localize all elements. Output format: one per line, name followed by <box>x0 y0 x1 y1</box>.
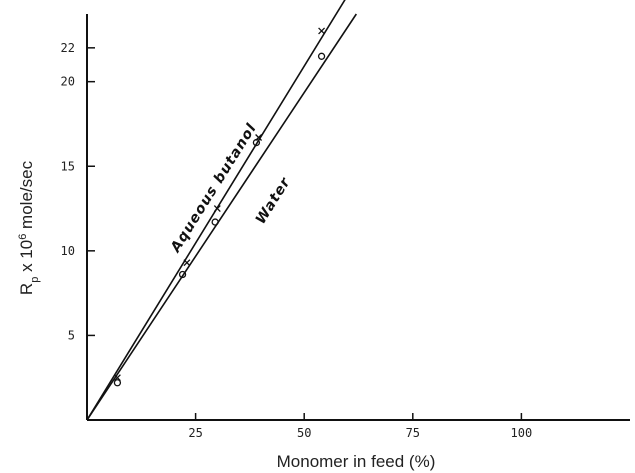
data-point-x-marker <box>183 259 191 267</box>
y-axis-title-rest2: mole/sec <box>17 160 36 233</box>
series-line-aqueous-butanol <box>86 0 346 421</box>
data-point-o-marker <box>113 379 122 387</box>
x-tick-label: 50 <box>297 426 311 440</box>
y-axis-title-superscript: 6 <box>17 234 29 240</box>
series-label-aqueous-butanol: Aqueous butanol <box>167 121 260 256</box>
x-marker-stroke <box>113 374 121 382</box>
y-axis-title: Rp x 106 mole/sec <box>17 160 41 295</box>
y-tick-label: 10 <box>61 244 75 258</box>
x-marker-stroke <box>318 27 326 35</box>
data-point-o-marker <box>211 218 219 226</box>
y-axis-title-subscript: p <box>29 277 41 283</box>
series-label-water: Water <box>253 174 294 227</box>
y-tick-label: 5 <box>68 328 75 342</box>
data-point-o-marker <box>317 52 326 60</box>
x-tick-label: 25 <box>188 426 202 440</box>
data-point-x-marker <box>113 374 121 382</box>
markers <box>113 27 326 387</box>
data-point-o-marker <box>178 270 187 279</box>
y-axis-title-main: R <box>17 283 36 295</box>
x-tick-label: 75 <box>406 426 420 440</box>
line-labels: Aqueous butanol Water <box>167 121 294 256</box>
y-tick-label: 22 <box>61 41 75 55</box>
series-lines <box>86 0 357 421</box>
series-line-water <box>86 13 357 421</box>
y-tick-label: 15 <box>61 159 75 173</box>
data-point-x-marker <box>318 27 326 35</box>
axes <box>86 14 630 421</box>
x-marker-stroke <box>213 205 221 213</box>
y-tick-label: 20 <box>61 75 75 89</box>
data-point-x-marker <box>213 205 221 213</box>
x-marker-stroke <box>183 259 191 267</box>
x-axis-title: Monomer in feed (%) <box>277 452 436 471</box>
x-tick-label: 100 <box>511 426 533 440</box>
ticks: 5 10 15 20 22 25 50 75 100 <box>61 41 533 440</box>
data-point-o-marker <box>252 138 261 147</box>
y-axis-title-rest1: x 10 <box>17 240 36 277</box>
